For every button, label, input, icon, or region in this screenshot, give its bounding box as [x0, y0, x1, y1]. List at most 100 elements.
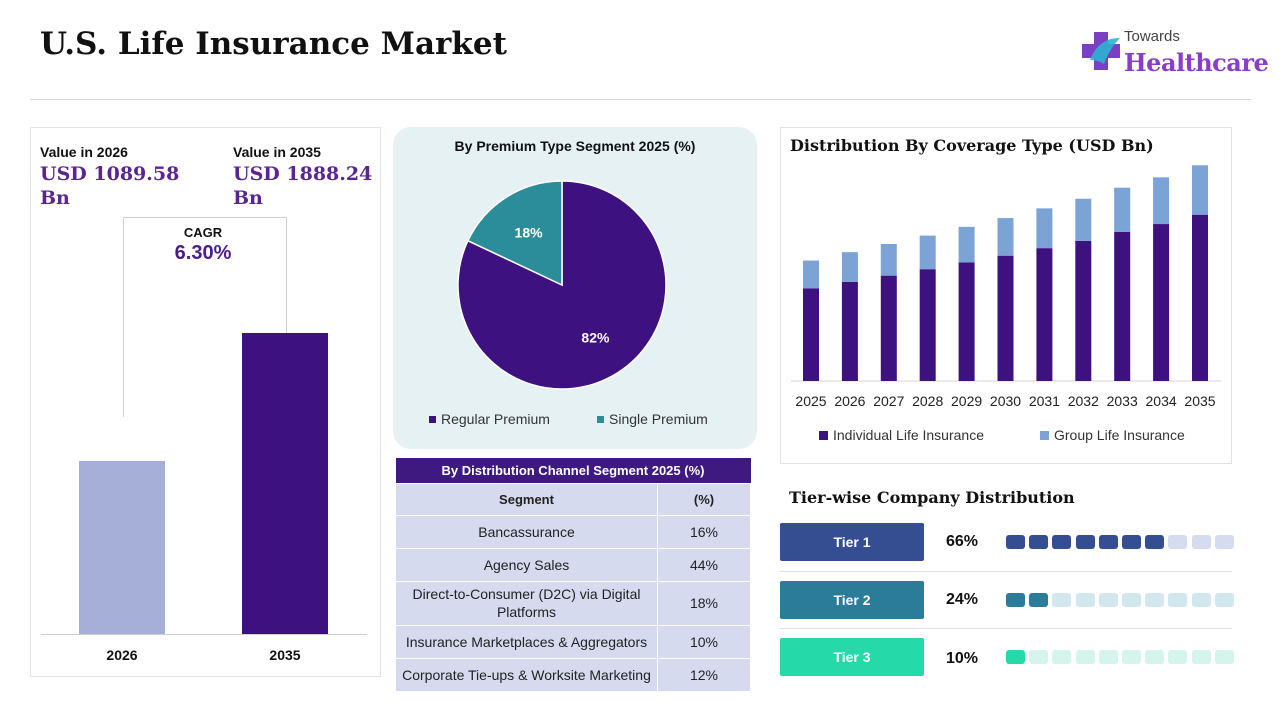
pie-chart-title: By Premium Type Segment 2025 (%) [454, 138, 696, 154]
bar-individual-2031 [1036, 248, 1053, 381]
x-tick-label-2034: 2034 [1146, 393, 1177, 409]
legend-label: Single Premium [609, 411, 708, 427]
tier-2-percent: 24% [946, 591, 979, 608]
progress-dot-filled [1006, 535, 1025, 549]
bar-group-2030 [997, 218, 1014, 256]
x-tick-label-2028: 2028 [912, 393, 943, 409]
tier-3-label: Tier 3 [780, 638, 924, 676]
bar-group-2028 [919, 235, 936, 270]
tier-divider [780, 628, 1232, 629]
x-tick-label-2035: 2035 [1184, 393, 1215, 409]
progress-dot-filled [1098, 535, 1118, 549]
bar-group-2027 [880, 244, 897, 276]
x-tick-label-2026: 2026 [834, 393, 865, 409]
legend-swatch [429, 415, 436, 423]
progress-dot-empty [1029, 650, 1049, 664]
bar-2035 [242, 333, 328, 634]
tier-3-percent: 10% [946, 650, 979, 667]
percent-cell: 12% [657, 657, 751, 692]
cagr-value: 6.30% [174, 242, 232, 264]
progress-dot-filled [1006, 593, 1025, 607]
table-row: Direct-to-Consumer (D2C) via Digital Pla… [395, 580, 751, 626]
logo-text-top: Towards [1124, 28, 1180, 45]
tier-2-label: Tier 2 [780, 581, 924, 619]
table-row: Insurance Marketplaces & Aggregators 10% [395, 624, 751, 659]
legend-swatch [819, 431, 828, 440]
bar-group-2032 [1075, 198, 1092, 241]
segment-cell: Corporate Tie-ups & Worksite Marketing [395, 657, 658, 692]
stacked-chart-title: Distribution By Coverage Type (USD Bn) [790, 136, 1154, 155]
segment-cell: Agency Sales [395, 547, 658, 582]
coverage-type-panel: Distribution By Coverage Type (USD Bn) 2… [780, 127, 1232, 464]
medical-cross-icon [1082, 32, 1120, 70]
tier-3-progress [1006, 650, 1236, 666]
bar-individual-2029 [958, 262, 975, 381]
percent-cell: 10% [657, 624, 751, 659]
progress-dot-filled [1006, 650, 1025, 664]
header-divider [30, 99, 1251, 100]
percent-cell: 44% [657, 547, 751, 582]
page-title: U.S. Life Insurance Market [40, 26, 507, 62]
x-tick-label-2032: 2032 [1068, 393, 1099, 409]
bar-group-2025 [803, 260, 819, 289]
cagr-label: CAGR [183, 225, 223, 240]
tier-row-1: Tier 1 66% [780, 523, 1234, 563]
legend-label: Regular Premium [441, 411, 550, 427]
bar-individual-2028 [919, 269, 936, 381]
bar-group-2033 [1114, 187, 1131, 232]
x-tick-label-2029: 2029 [951, 393, 982, 409]
progress-dot-empty [1168, 593, 1188, 607]
progress-dot-empty [1075, 650, 1095, 664]
progress-dot-empty [1145, 650, 1165, 664]
progress-dot-empty [1191, 650, 1211, 664]
segment-cell: Insurance Marketplaces & Aggregators [395, 624, 658, 659]
progress-dot-empty [1168, 535, 1188, 549]
progress-dot-empty [1098, 650, 1118, 664]
progress-dot-filled [1029, 593, 1049, 607]
progress-dot-filled [1075, 535, 1095, 549]
progress-dot-filled [1145, 535, 1165, 549]
x-tick-label-2030: 2030 [990, 393, 1021, 409]
legend-regular-premium: Regular Premium [429, 411, 550, 427]
progress-dot-empty [1214, 593, 1234, 607]
x-tick-label-2027: 2027 [873, 393, 904, 409]
legend-individual-life: Individual Life Insurance [833, 427, 984, 443]
x-tick-label-2035: 2035 [269, 647, 301, 663]
value-2026-label: Value in 2026 [40, 144, 128, 160]
bar-group-2029 [958, 226, 975, 263]
distribution-channel-table: By Distribution Channel Segment 2025 (%)… [395, 458, 751, 692]
x-tick-label-2025: 2025 [795, 393, 826, 409]
pie-data-label-single: 18% [515, 224, 544, 240]
premium-type-panel: By Premium Type Segment 2025 (%) 82% 18% … [393, 127, 757, 449]
bar-individual-2027 [880, 275, 897, 381]
logo-text-main: Healthcare [1124, 48, 1269, 77]
value-2035-amount: USD 1888.24 Bn [233, 163, 373, 209]
table-row: Agency Sales 44% [395, 547, 751, 582]
segment-cell: Bancassurance [395, 514, 658, 549]
bar-individual-2030 [997, 255, 1014, 381]
progress-dot-filled [1029, 535, 1049, 549]
table-title: By Distribution Channel Segment 2025 (%) [395, 458, 751, 483]
tier-2-progress [1006, 593, 1236, 609]
percent-cell: 16% [657, 514, 751, 549]
column-header-segment: Segment [395, 482, 658, 516]
progress-dot-empty [1168, 650, 1188, 664]
x-axis-line [41, 634, 367, 635]
progress-dot-empty [1191, 535, 1211, 549]
cagr-box: CAGR 6.30% [153, 225, 253, 265]
progress-dot-empty [1145, 593, 1165, 607]
progress-dot-filled [1052, 535, 1072, 549]
bar-group-2035 [1192, 165, 1208, 215]
tier-divider [780, 571, 1232, 572]
pie-slice-single-premium [466, 180, 563, 287]
cagr-bracket [123, 217, 287, 417]
x-tick-label-2026: 2026 [106, 647, 138, 663]
legend-single-premium: Single Premium [597, 411, 708, 427]
legend-group-life: Group Life Insurance [1054, 427, 1185, 443]
legend-swatch [597, 415, 604, 423]
bar-group-2034 [1153, 177, 1170, 225]
x-tick-label-2031: 2031 [1029, 393, 1060, 409]
market-value-panel: Value in 2026 USD 1089.58 Bn Value in 20… [30, 127, 381, 677]
table-row: Corporate Tie-ups & Worksite Marketing 1… [395, 657, 751, 692]
progress-dot-empty [1122, 650, 1141, 664]
